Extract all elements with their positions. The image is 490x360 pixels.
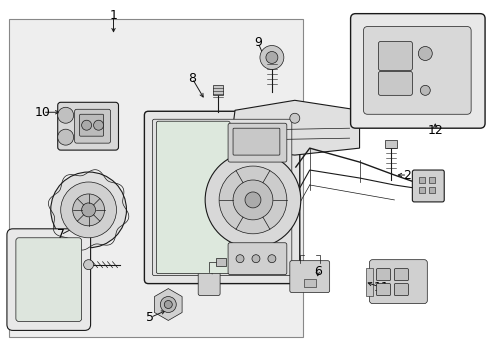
- Bar: [304, 279, 316, 287]
- FancyBboxPatch shape: [369, 260, 427, 303]
- FancyBboxPatch shape: [394, 269, 408, 280]
- Circle shape: [219, 166, 287, 234]
- FancyBboxPatch shape: [198, 270, 220, 296]
- Circle shape: [58, 107, 74, 123]
- FancyBboxPatch shape: [9, 19, 303, 337]
- FancyBboxPatch shape: [394, 284, 408, 296]
- Circle shape: [94, 120, 103, 130]
- FancyBboxPatch shape: [376, 269, 391, 280]
- Text: 9: 9: [254, 36, 262, 49]
- Circle shape: [205, 152, 301, 248]
- Text: 10: 10: [35, 106, 51, 119]
- Text: 7: 7: [57, 228, 65, 241]
- Text: 2: 2: [403, 168, 411, 181]
- FancyBboxPatch shape: [364, 27, 471, 114]
- Bar: [429, 187, 435, 193]
- Bar: [216, 258, 226, 266]
- FancyBboxPatch shape: [413, 170, 444, 202]
- Circle shape: [160, 297, 176, 312]
- Bar: [366, 268, 372, 296]
- Circle shape: [420, 85, 430, 95]
- Bar: [386, 140, 397, 148]
- FancyBboxPatch shape: [58, 102, 119, 150]
- FancyBboxPatch shape: [74, 109, 111, 143]
- Text: 4: 4: [208, 261, 216, 274]
- Circle shape: [51, 172, 126, 248]
- Bar: [213, 85, 223, 95]
- Circle shape: [260, 45, 284, 69]
- FancyBboxPatch shape: [233, 128, 280, 155]
- FancyBboxPatch shape: [378, 71, 413, 95]
- Circle shape: [84, 260, 94, 270]
- FancyBboxPatch shape: [145, 111, 300, 284]
- Circle shape: [290, 113, 300, 123]
- Bar: [429, 177, 435, 183]
- Text: 8: 8: [188, 72, 196, 85]
- Text: 12: 12: [427, 124, 443, 137]
- FancyBboxPatch shape: [228, 243, 287, 275]
- Text: 5: 5: [147, 311, 154, 324]
- Circle shape: [233, 180, 273, 220]
- Circle shape: [164, 301, 172, 309]
- Circle shape: [418, 46, 432, 60]
- FancyBboxPatch shape: [156, 121, 230, 274]
- Bar: [419, 177, 425, 183]
- FancyBboxPatch shape: [16, 238, 82, 321]
- FancyBboxPatch shape: [152, 119, 292, 276]
- FancyBboxPatch shape: [80, 114, 103, 136]
- Text: 3: 3: [25, 261, 33, 274]
- Polygon shape: [154, 289, 182, 320]
- FancyBboxPatch shape: [350, 14, 485, 128]
- FancyBboxPatch shape: [376, 284, 391, 296]
- Circle shape: [266, 51, 278, 63]
- Circle shape: [268, 255, 276, 263]
- Circle shape: [82, 120, 92, 130]
- Text: 11: 11: [373, 281, 390, 294]
- FancyBboxPatch shape: [7, 229, 91, 330]
- FancyBboxPatch shape: [378, 41, 413, 71]
- Polygon shape: [230, 100, 360, 155]
- Circle shape: [252, 255, 260, 263]
- Circle shape: [61, 182, 117, 238]
- Text: 6: 6: [314, 265, 321, 278]
- FancyBboxPatch shape: [228, 123, 287, 162]
- FancyBboxPatch shape: [290, 261, 330, 293]
- Circle shape: [236, 255, 244, 263]
- Circle shape: [245, 192, 261, 208]
- Text: 1: 1: [110, 9, 118, 22]
- Bar: [419, 187, 425, 193]
- Circle shape: [58, 129, 74, 145]
- Circle shape: [73, 194, 104, 226]
- Circle shape: [82, 203, 96, 217]
